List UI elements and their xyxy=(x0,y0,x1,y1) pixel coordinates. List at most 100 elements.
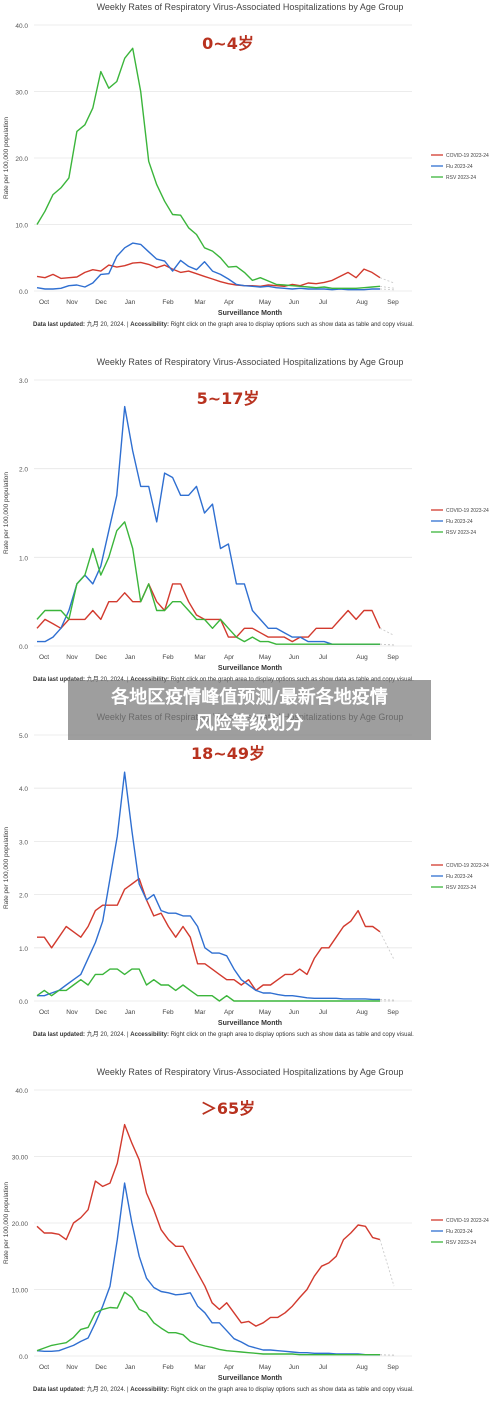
y-tick-label: 10.00 xyxy=(12,1288,29,1295)
x-tick-label: Oct xyxy=(39,654,49,661)
x-tick-label: Oct xyxy=(39,299,49,306)
footer-access-label: Accessibility: xyxy=(130,1387,170,1393)
footer-access-label: Accessibility: xyxy=(130,1032,170,1038)
y-tick-label: 0.0 xyxy=(19,644,28,651)
legend-label: COVID-19 2023-24 xyxy=(446,508,489,514)
y-tick-label: 4.0 xyxy=(19,786,28,793)
y-tick-label: 2.0 xyxy=(19,467,28,474)
age-group-label: 18~49岁 xyxy=(191,744,265,763)
y-tick-label: 30.00 xyxy=(12,1155,29,1162)
projection-tail xyxy=(379,1354,395,1356)
x-tick-label: Jun xyxy=(289,299,300,306)
age-group-label: ＞65岁 xyxy=(201,1099,255,1118)
x-tick-label: Aug xyxy=(356,1364,368,1371)
projection-tail xyxy=(379,1354,395,1356)
projection-tail xyxy=(379,643,395,646)
y-tick-label: 30.0 xyxy=(15,90,28,97)
y-tick-label: 1.0 xyxy=(19,555,28,562)
series-line xyxy=(36,521,380,645)
footer-access-text: Right click on the graph area to display… xyxy=(171,1032,414,1038)
x-tick-label: Mar xyxy=(194,299,206,306)
y-tick-label: 5.0 xyxy=(19,733,28,740)
y-tick-label: 0.0 xyxy=(19,999,28,1006)
x-tick-label: Sep xyxy=(387,654,399,661)
x-tick-label: Dec xyxy=(95,299,107,306)
projection-tail xyxy=(379,627,395,636)
x-axis-label: Surveillance Month xyxy=(218,1020,282,1027)
series-line xyxy=(37,877,381,992)
x-tick-label: Apr xyxy=(224,299,235,306)
y-tick-label: 3.0 xyxy=(19,839,28,846)
series-line xyxy=(37,405,380,645)
legend-label: Flu 2023-24 xyxy=(446,874,473,880)
footer-note: Data last updated: 九月 20, 2024. | Access… xyxy=(33,1030,414,1038)
x-tick-label: Jan xyxy=(125,654,136,661)
x-tick-label: Aug xyxy=(356,299,368,306)
y-tick-label: 40.0 xyxy=(15,1088,28,1095)
x-tick-label: Oct xyxy=(39,1009,49,1016)
x-tick-label: May xyxy=(259,654,272,661)
x-axis-label: Surveillance Month xyxy=(218,1375,282,1382)
headline-banner: 各地区疫情峰值预测/最新各地疫情 风险等级划分 xyxy=(68,680,431,740)
x-tick-label: May xyxy=(259,1009,272,1016)
legend-label: COVID-19 2023-24 xyxy=(446,1218,489,1224)
x-tick-label: Mar xyxy=(194,1009,206,1016)
x-tick-label: Sep xyxy=(387,299,399,306)
projection-tail xyxy=(379,285,395,289)
x-axis-label: Surveillance Month xyxy=(218,665,282,672)
x-tick-label: Jan xyxy=(125,1364,136,1371)
footer-updated-label: Data last updated: xyxy=(33,322,87,328)
series-line xyxy=(36,583,381,643)
series-line xyxy=(36,1182,380,1356)
x-tick-label: Feb xyxy=(162,299,174,306)
footer-updated-label: Data last updated: xyxy=(33,1387,87,1393)
y-tick-label: 20.00 xyxy=(12,1221,29,1228)
x-tick-label: Feb xyxy=(162,1009,174,1016)
chart-svg: Weekly Rates of Respiratory Virus-Associ… xyxy=(3,357,489,683)
headline-line-1: 各地区疫情峰值预测/最新各地疫情 xyxy=(111,687,388,708)
footer-sep: | xyxy=(127,1387,130,1393)
x-axis-label: Surveillance Month xyxy=(218,310,282,317)
y-tick-label: 3.0 xyxy=(19,378,28,385)
x-tick-label: Sep xyxy=(387,1009,399,1016)
x-tick-label: Apr xyxy=(224,1364,235,1371)
age-group-label: 0~4岁 xyxy=(202,34,254,53)
series-line xyxy=(36,968,380,1002)
x-tick-label: Jan xyxy=(125,1009,136,1016)
x-tick-label: Nov xyxy=(66,1009,78,1016)
x-tick-label: Mar xyxy=(194,1364,206,1371)
chart-panel: Weekly Rates of Respiratory Virus-Associ… xyxy=(0,355,500,710)
age-group-label: 5~17岁 xyxy=(197,389,260,408)
x-tick-label: Mar xyxy=(194,654,206,661)
projection-tail xyxy=(379,931,395,960)
y-axis-label: Rate per 100,000 population xyxy=(3,827,10,909)
projection-tail xyxy=(379,643,395,646)
chart-title: Weekly Rates of Respiratory Virus-Associ… xyxy=(97,2,404,12)
footer-updated-label: Data last updated: xyxy=(33,677,87,683)
x-tick-label: Aug xyxy=(356,654,368,661)
footer-sep: | xyxy=(127,322,130,328)
x-tick-label: Jan xyxy=(125,299,136,306)
footer-updated-value: 九月 20, 2024. xyxy=(87,1030,127,1038)
chart-panel: Weekly Rates of Respiratory Virus-Associ… xyxy=(0,710,500,1065)
legend-label: RSV 2023-24 xyxy=(446,885,476,891)
chart-svg: Weekly Rates of Respiratory Virus-Associ… xyxy=(3,712,489,1038)
series-line xyxy=(36,47,381,289)
x-tick-label: Oct xyxy=(39,1364,49,1371)
chart-panel: Weekly Rates of Respiratory Virus-Associ… xyxy=(0,0,500,355)
footer-sep: | xyxy=(127,1032,130,1038)
legend-label: COVID-19 2023-24 xyxy=(446,153,489,159)
x-tick-label: Jun xyxy=(289,1364,300,1371)
y-tick-label: 1.0 xyxy=(19,946,28,953)
footer-note: Data last updated: 九月 20, 2024. | Access… xyxy=(33,320,414,328)
x-tick-label: Apr xyxy=(224,654,235,661)
y-tick-label: 10.0 xyxy=(15,223,28,230)
projection-tail xyxy=(379,1239,395,1287)
x-tick-label: Apr xyxy=(224,1009,235,1016)
series-line xyxy=(36,261,381,287)
footer-updated-value: 九月 20, 2024. xyxy=(87,320,127,328)
x-tick-label: Jun xyxy=(289,1009,300,1016)
x-tick-label: Nov xyxy=(66,299,78,306)
projection-tail xyxy=(379,277,395,284)
x-tick-label: Jul xyxy=(319,299,328,306)
